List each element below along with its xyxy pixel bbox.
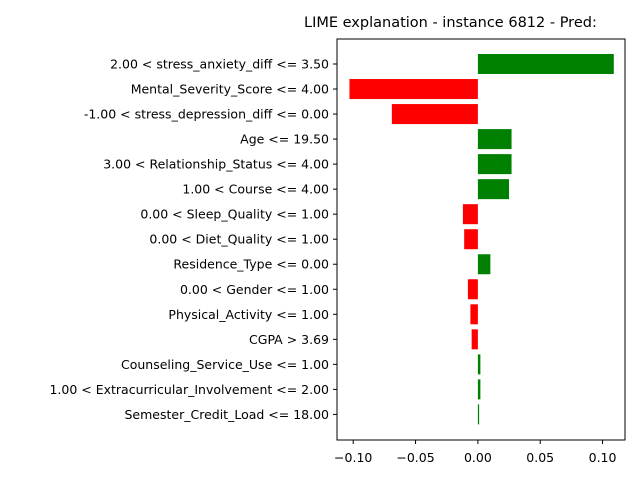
y-tick-label: 1.00 < Extracurricular_Involvement <= 2.… bbox=[49, 382, 329, 397]
y-tick-label: 1.00 < Course <= 4.00 bbox=[182, 182, 329, 197]
plot-frame bbox=[336, 38, 626, 441]
bar bbox=[471, 329, 478, 350]
y-tick-labels: 2.00 < stress_anxiety_diff <= 3.50 Mental… bbox=[49, 57, 337, 422]
x-tick-label: 0.05 bbox=[526, 450, 554, 465]
bar bbox=[470, 304, 478, 325]
bar bbox=[477, 154, 512, 175]
y-tick-label: Mental_Severity_Score <= 4.00 bbox=[131, 82, 329, 97]
bar bbox=[477, 354, 481, 375]
y-tick-label: Physical_Activity <= 1.00 bbox=[168, 307, 329, 322]
y-tick-label: -1.00 < stress_depression_diff <= 0.00 bbox=[84, 107, 329, 122]
bar bbox=[477, 179, 510, 200]
x-tick-label: 0.00 bbox=[464, 450, 492, 465]
y-tick-label: 2.00 < stress_anxiety_diff <= 3.50 bbox=[110, 57, 329, 72]
y-tick-label: Semester_Credit_Load <= 18.00 bbox=[125, 407, 330, 422]
bar bbox=[477, 404, 480, 425]
bar bbox=[462, 204, 478, 225]
x-tick-label: 0.10 bbox=[589, 450, 617, 465]
bar bbox=[477, 379, 481, 400]
y-tick-label: Residence_Type <= 0.00 bbox=[173, 257, 329, 272]
bar bbox=[477, 254, 491, 275]
y-tick-label: 0.00 < Gender <= 1.00 bbox=[180, 282, 329, 297]
chart-title: LIME explanation - instance 6812 - Pred: bbox=[304, 15, 597, 31]
bar bbox=[477, 54, 614, 74]
x-axis: −0.10 −0.05 0.00 0.05 0.10 bbox=[334, 440, 617, 465]
y-tick-label: CGPA > 3.69 bbox=[249, 332, 329, 347]
y-tick-label: Age <= 19.50 bbox=[240, 132, 329, 147]
bars-group bbox=[349, 54, 614, 425]
bar bbox=[477, 129, 512, 150]
bar bbox=[467, 279, 478, 300]
y-tick-label: 3.00 < Relationship_Status <= 4.00 bbox=[103, 157, 329, 172]
bar bbox=[391, 104, 478, 125]
x-tick-label: −0.05 bbox=[396, 450, 434, 465]
y-tick-label: 0.00 < Diet_Quality <= 1.00 bbox=[149, 232, 329, 247]
bar bbox=[464, 229, 478, 250]
y-tick-label: 0.00 < Sleep_Quality <= 1.00 bbox=[140, 207, 329, 222]
y-tick-label: Counseling_Service_Use <= 1.00 bbox=[121, 357, 329, 372]
x-tick-label: −0.10 bbox=[334, 450, 372, 465]
bar bbox=[349, 79, 478, 100]
